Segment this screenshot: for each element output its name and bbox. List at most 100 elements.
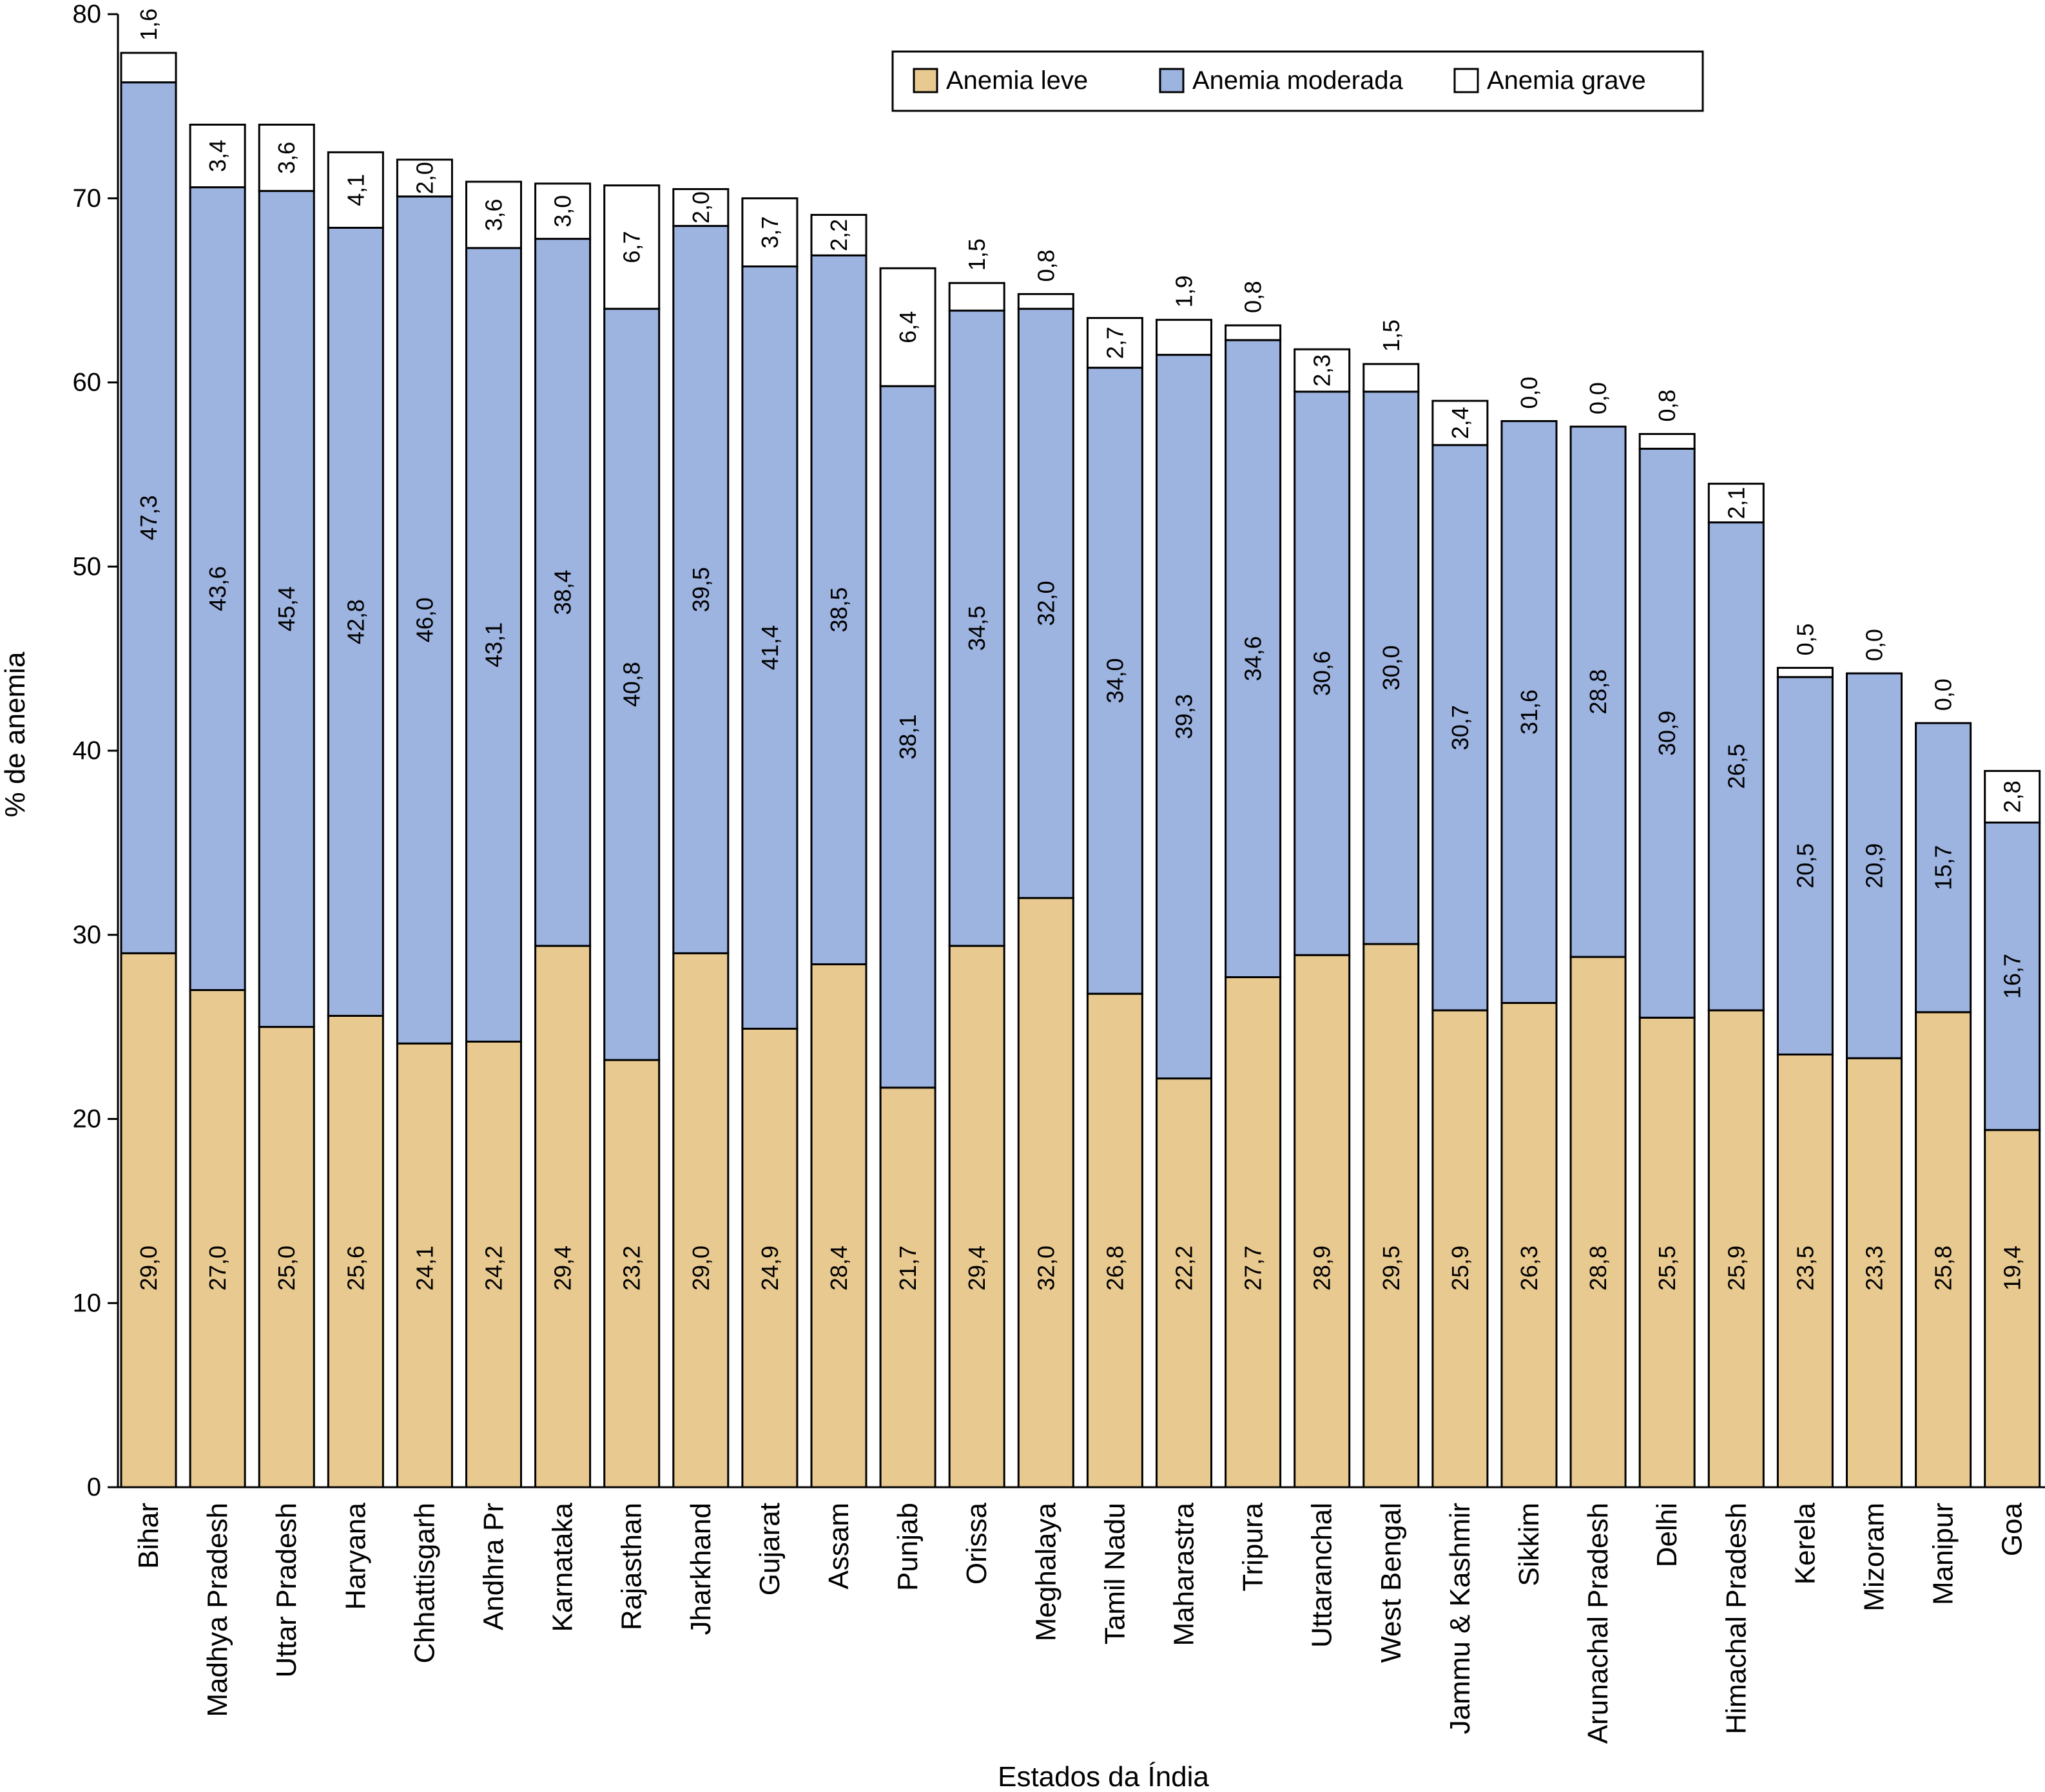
data-label: 0,0	[1861, 629, 1888, 661]
bar-segment	[1156, 318, 1212, 356]
data-label: 39,3	[1171, 694, 1197, 739]
bar-segment	[1846, 1057, 1903, 1489]
x-tick-label: Punjab	[892, 1503, 924, 1591]
data-label: 25,0	[273, 1246, 300, 1291]
bar-segment	[1638, 447, 1696, 1019]
bar-segment	[327, 226, 384, 1017]
bar-segment	[948, 282, 1005, 312]
data-label: 20,9	[1861, 843, 1888, 889]
bar-segment	[1225, 324, 1282, 342]
data-label: 22,2	[1171, 1246, 1197, 1291]
bar-segment	[258, 189, 315, 1028]
data-label: 32,0	[1032, 581, 1059, 626]
data-label: 25,9	[1447, 1246, 1473, 1291]
data-label: 2,4	[1447, 407, 1473, 439]
x-tick-label: Tamil Nadu	[1099, 1503, 1130, 1644]
data-label: 4,1	[342, 174, 369, 206]
data-label: 43,1	[481, 622, 507, 668]
bar-segment	[1846, 672, 1903, 1059]
y-axis: 0 10 20 30 40 50 60 70 80	[73, 0, 119, 1501]
data-label: 34,0	[1101, 658, 1128, 703]
bar-segment	[603, 184, 661, 310]
bar-segment	[1431, 400, 1489, 447]
bar-segment	[1776, 676, 1834, 1055]
data-label: 27,7	[1240, 1246, 1266, 1291]
bar-segment	[672, 188, 730, 227]
y-tick-label: 30	[73, 921, 102, 949]
data-label: 30,9	[1654, 711, 1680, 756]
data-label: 25,9	[1723, 1246, 1749, 1291]
data-label: 38,1	[895, 715, 921, 760]
x-axis-title: Estados da Índia	[998, 1761, 1209, 1792]
bar-segment	[603, 307, 661, 1061]
data-label: 3,6	[481, 198, 507, 231]
x-tick-label: Andhra Pr	[478, 1503, 510, 1630]
x-tick-label: Gujarat	[754, 1503, 786, 1595]
legend-label: Anemia grave	[1487, 66, 1646, 95]
bar-segment	[534, 945, 592, 1489]
data-label: 23,2	[619, 1246, 645, 1291]
bar-segment	[879, 267, 936, 387]
bar-segment	[120, 52, 177, 84]
bar-segment	[1707, 521, 1765, 1012]
y-tick-label: 80	[73, 0, 102, 28]
data-label: 39,5	[688, 567, 714, 612]
data-label: 0,8	[1032, 249, 1059, 282]
data-label: 42,8	[342, 599, 369, 644]
data-label: 26,3	[1516, 1246, 1542, 1291]
bar-segment	[1915, 722, 1972, 1014]
x-tick-label: Uttaranchal	[1306, 1503, 1338, 1648]
data-label: 0,8	[1240, 281, 1266, 313]
bar-segment	[879, 385, 936, 1089]
bar-segment	[1707, 1009, 1765, 1489]
data-label: 28,8	[1585, 670, 1611, 715]
legend-label: Anemia moderada	[1192, 66, 1404, 95]
bar-segment	[534, 238, 592, 947]
data-label: 29,4	[964, 1246, 990, 1291]
data-label: 47,3	[135, 495, 162, 540]
x-tick-label: Meghalaya	[1030, 1502, 1061, 1641]
data-label: 29,4	[550, 1246, 576, 1291]
data-label: 30,0	[1378, 645, 1404, 690]
data-label: 30,6	[1309, 651, 1335, 696]
bar-segment	[465, 180, 522, 249]
bar-segment	[1638, 433, 1696, 450]
bar-segment	[1569, 956, 1627, 1489]
bar-segment	[1431, 444, 1489, 1012]
data-label: 3,4	[204, 140, 231, 172]
bar-segment	[1500, 420, 1558, 1004]
bar-segment	[258, 1026, 315, 1489]
y-tick-label: 10	[73, 1289, 102, 1317]
x-tick-label: Assam	[823, 1503, 855, 1589]
bar-segment	[1915, 1011, 1972, 1489]
data-label: 25,5	[1654, 1246, 1680, 1291]
bar-segment	[534, 182, 592, 240]
bar-segment	[396, 1042, 453, 1489]
data-label: 38,4	[550, 570, 576, 615]
bar-segment	[327, 151, 384, 229]
y-tick-label: 50	[73, 552, 102, 581]
legend-box	[891, 50, 1704, 112]
x-tick-label: Mizoram	[1859, 1503, 1890, 1612]
x-tick-label: Rajasthan	[616, 1503, 648, 1630]
bar-segment	[120, 952, 177, 1489]
bar-segment	[1362, 363, 1420, 393]
bar-segment	[1017, 293, 1074, 310]
data-label: 3,0	[550, 195, 576, 227]
data-label: 28,8	[1585, 1246, 1611, 1291]
bar-segment	[1500, 1001, 1558, 1489]
x-tick-label: Sikkim	[1513, 1503, 1545, 1586]
legend-swatch	[1159, 68, 1185, 93]
bar-segment	[1294, 954, 1351, 1489]
bar-segment	[396, 159, 453, 198]
data-label: 24,9	[757, 1246, 783, 1291]
bar-segment	[1294, 348, 1351, 393]
y-tick-label: 0	[87, 1473, 101, 1501]
bars-group: 29,0 47,3 1,6 27,0 43,6 3,4 25,0 45,4 3,6 25,6 42,…	[120, 8, 2041, 1489]
bar-segment	[1156, 354, 1212, 1080]
data-label: 43,6	[204, 566, 231, 612]
data-label: 40,8	[619, 662, 645, 707]
y-tick-label: 40	[73, 737, 102, 765]
data-label: 29,5	[1378, 1246, 1404, 1291]
data-label: 45,4	[273, 586, 300, 631]
